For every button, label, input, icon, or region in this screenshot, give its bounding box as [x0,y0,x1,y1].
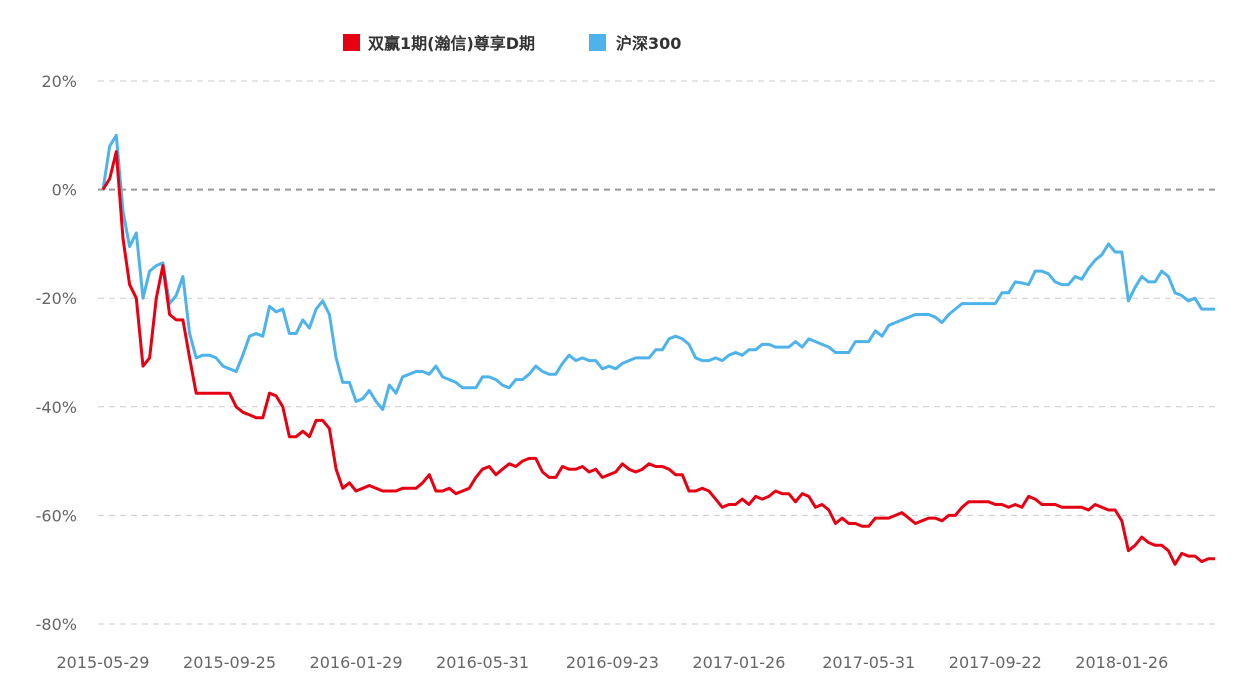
legend: 双赢1期(瀚信)尊享D期 沪深300 [343,34,681,53]
x-tick-label: 2016-09-23 [566,653,659,672]
series-line-fund [101,150,1215,566]
y-tick-label: 0% [52,181,77,200]
x-tick-label: 2015-09-25 [183,653,276,672]
x-tick-label: 2017-05-31 [822,653,915,672]
x-tick-label: 2016-05-31 [436,653,529,672]
legend-swatch-fund [343,34,360,51]
x-tick-label: 2017-01-26 [692,653,785,672]
legend-swatch-index [589,34,606,51]
legend-label-fund: 双赢1期(瀚信)尊享D期 [368,34,535,53]
x-tick-label: 2016-01-29 [310,653,403,672]
series-line-index [101,133,1215,411]
y-tick-label: -80% [36,615,77,634]
y-tick-label: -40% [36,398,77,417]
legend-label-index: 沪深300 [616,34,681,53]
y-tick-label: -60% [36,506,77,525]
x-tick-label: 2015-05-29 [57,653,150,672]
x-tick-label: 2018-01-26 [1075,653,1168,672]
x-tick-label: 2017-09-22 [949,653,1042,672]
y-tick-label: 20% [41,72,77,91]
y-tick-label: -20% [36,289,77,308]
